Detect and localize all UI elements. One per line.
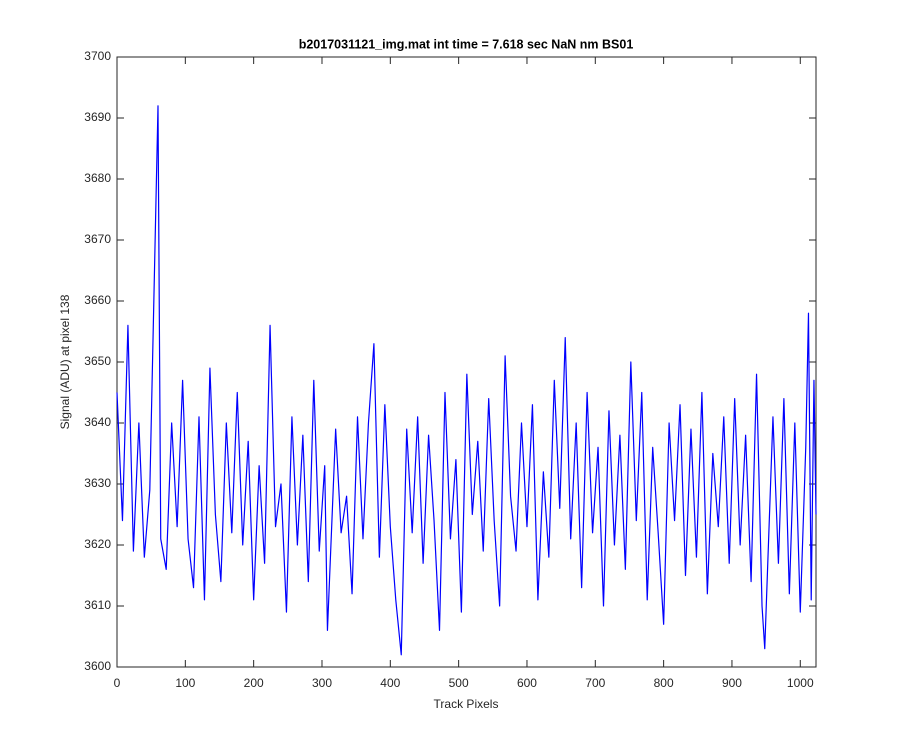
- x-tick-label: 800: [654, 676, 674, 690]
- x-tick-label: 1000: [787, 676, 814, 690]
- x-tick-label: 100: [175, 676, 195, 690]
- data-line: [116, 105, 817, 656]
- x-tick-label: 700: [585, 676, 605, 690]
- y-tick-label: 3650: [84, 354, 111, 368]
- x-tick-label: 300: [312, 676, 332, 690]
- x-tick-label: 200: [244, 676, 264, 690]
- y-tick-label: 3700: [84, 49, 111, 63]
- chart-title: b2017031121_img.mat int time = 7.618 sec…: [299, 37, 634, 51]
- y-tick-label: 3670: [84, 232, 111, 246]
- x-tick-label: 600: [517, 676, 537, 690]
- y-tick-label: 3630: [84, 476, 111, 490]
- x-tick-label: 0: [114, 676, 121, 690]
- y-tick-label: 3660: [84, 293, 111, 307]
- x-tick-label: 900: [722, 676, 742, 690]
- y-tick-label: 3690: [84, 110, 111, 124]
- y-axis-label: Signal (ADU) at pixel 138: [58, 294, 72, 429]
- x-tick-label: 500: [449, 676, 469, 690]
- y-tick-label: 3680: [84, 171, 111, 185]
- y-tick-label: 3610: [84, 598, 111, 612]
- y-tick-label: 3640: [84, 415, 111, 429]
- y-tick-label: 3600: [84, 659, 111, 673]
- y-tick-label: 3620: [84, 537, 111, 551]
- x-axis-label: Track Pixels: [434, 697, 499, 711]
- x-tick-label: 400: [380, 676, 400, 690]
